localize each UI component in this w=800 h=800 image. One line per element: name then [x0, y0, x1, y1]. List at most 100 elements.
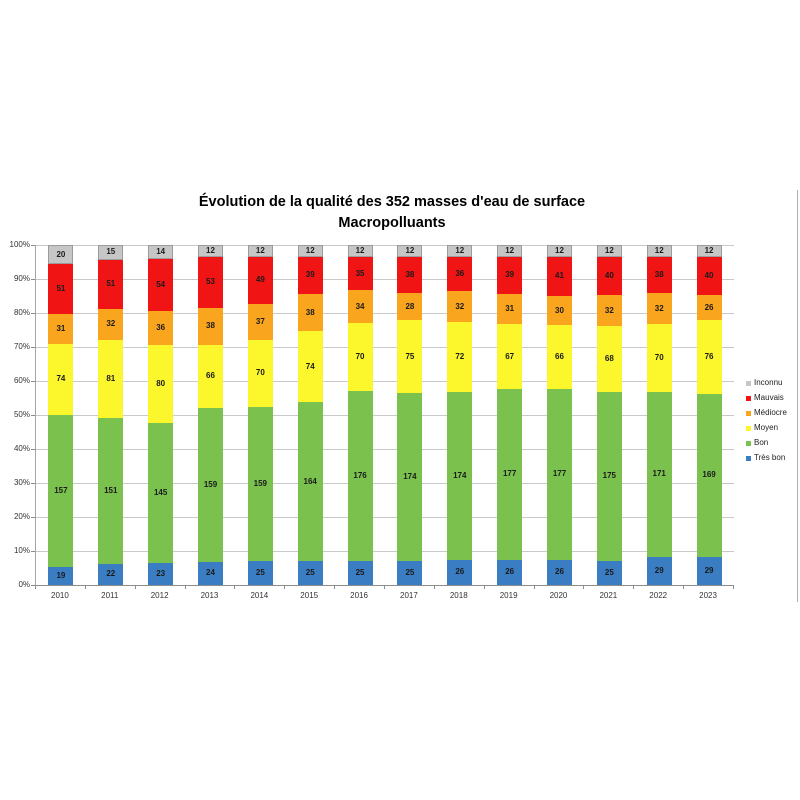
gridline	[36, 381, 734, 382]
x-tick-label-2013: 2013	[200, 591, 219, 600]
segment-value-label: 36	[455, 269, 465, 278]
y-tick-mark	[31, 483, 35, 484]
segment-value-label: 39	[505, 270, 515, 280]
segment-mediocre: 30	[547, 296, 572, 326]
segment-value-label: 29	[704, 566, 714, 575]
x-tick-label-2020: 2020	[549, 591, 568, 600]
segment-value-label: 177	[552, 469, 567, 479]
segment-mediocre: 31	[48, 313, 74, 344]
segment-value-label: 26	[505, 567, 515, 577]
segment-moyen: 72	[447, 322, 473, 392]
tres-bon-legend-marker-icon	[746, 455, 751, 461]
segment-value-label: 54	[156, 279, 166, 289]
segment-mauvais: 38	[397, 256, 423, 294]
gridline	[36, 347, 734, 348]
inconnu-legend-marker-icon	[746, 380, 751, 386]
segment-value-label: 80	[156, 379, 166, 389]
segment-value-label: 70	[654, 353, 664, 363]
segment-value-label: 35	[355, 268, 365, 278]
segment-value-label: 145	[153, 487, 168, 497]
y-tick-label: 0%	[18, 580, 30, 589]
segment-value-label: 72	[455, 352, 465, 362]
y-tick-label: 20%	[13, 512, 30, 521]
segment-tres-bon: 26	[547, 559, 572, 585]
bar-2019: 26 177 67 31 39 12	[497, 245, 523, 585]
segment-value-label: 38	[206, 321, 215, 331]
y-tick-mark	[31, 415, 35, 416]
segment-value-label: 76	[704, 352, 714, 362]
segment-value-label: 12	[355, 245, 365, 255]
segment-tres-bon: 25	[347, 560, 373, 585]
y-tick-label: 40%	[13, 444, 30, 453]
segment-value-label: 164	[303, 476, 317, 486]
segment-mauvais: 51	[48, 264, 74, 314]
segment-value-label: 26	[555, 567, 564, 577]
segment-value-label: 49	[255, 275, 265, 285]
segment-value-label: 70	[255, 368, 265, 378]
segment-tres-bon: 29	[696, 557, 722, 585]
segment-value-label: 66	[555, 352, 564, 362]
chart-subtitle: Macropolluants	[338, 215, 446, 231]
segment-value-label: 74	[56, 374, 66, 384]
segment-inconnu: 20	[48, 245, 74, 265]
legend-label: Médiocre	[754, 408, 787, 417]
segment-bon: 177	[547, 388, 572, 560]
gridline	[36, 517, 734, 518]
segment-value-label: 40	[604, 270, 614, 280]
chart-title-block: Évolution de la qualité des 352 masses d…	[0, 192, 784, 234]
segment-value-label: 32	[106, 319, 116, 329]
segment-mauvais: 39	[297, 256, 323, 295]
segment-moyen: 81	[98, 339, 124, 418]
segment-value-label: 70	[355, 352, 365, 362]
segment-moyen: 74	[48, 343, 74, 416]
legend-label: Inconnu	[754, 378, 783, 387]
bar-2012: 23 145 80 36 54 14	[148, 245, 174, 585]
segment-moyen: 70	[347, 323, 373, 391]
bar-2023: 29 169 76 26 40 12	[696, 245, 722, 585]
y-tick-label: 30%	[13, 478, 30, 487]
segment-mauvais: 49	[247, 256, 273, 304]
x-tick-label-2016: 2016	[350, 591, 368, 600]
segment-value-label: 25	[405, 567, 415, 577]
segment-tres-bon: 29	[646, 557, 672, 585]
segment-moyen: 68	[596, 326, 622, 392]
x-tick-label-2011: 2011	[101, 591, 119, 600]
segment-mauvais: 39	[497, 256, 523, 295]
y-tick-label: 50%	[13, 410, 30, 419]
segment-value-label: 34	[355, 301, 365, 311]
legend: Inconnu Mauvais Médiocre Moyen Bon Très bon	[746, 379, 787, 469]
segment-value-label: 174	[453, 470, 467, 480]
segment-inconnu: 12	[646, 245, 672, 257]
y-tick-mark	[31, 585, 35, 586]
segment-tres-bon: 22	[98, 563, 124, 585]
segment-value-label: 31	[505, 304, 515, 314]
moyen-legend-marker-icon	[746, 425, 751, 431]
segment-value-label: 12	[305, 245, 315, 255]
segment-inconnu: 12	[397, 245, 423, 257]
x-tick-mark	[134, 586, 136, 589]
x-tick-mark	[334, 586, 336, 589]
segment-value-label: 12	[405, 245, 415, 255]
segment-inconnu: 14	[148, 245, 174, 259]
segment-mediocre: 32	[98, 308, 124, 340]
segment-bon: 174	[447, 391, 473, 560]
segment-value-label: 30	[555, 305, 564, 315]
legend-item-tres-bon: Très bon	[746, 454, 787, 462]
segment-value-label: 31	[56, 323, 66, 333]
x-tick-mark	[483, 586, 485, 589]
segment-value-label: 159	[203, 480, 218, 490]
segment-tres-bon: 25	[247, 560, 273, 585]
y-tick-label: 70%	[13, 342, 30, 351]
bar-2017: 25 174 75 28 38 12	[397, 245, 423, 585]
gridline	[36, 245, 734, 246]
chart-right-border	[797, 190, 798, 602]
x-tick-mark	[284, 586, 286, 589]
legend-item-bon: Bon	[746, 439, 787, 447]
y-tick-mark	[31, 313, 35, 314]
segment-bon: 164	[297, 402, 323, 561]
legend-item-mauvais: Mauvais	[746, 394, 787, 402]
mauvais-legend-marker-icon	[746, 395, 751, 401]
y-tick-label: 60%	[13, 376, 30, 385]
segment-moyen: 66	[547, 325, 572, 389]
segment-value-label: 29	[654, 566, 664, 575]
